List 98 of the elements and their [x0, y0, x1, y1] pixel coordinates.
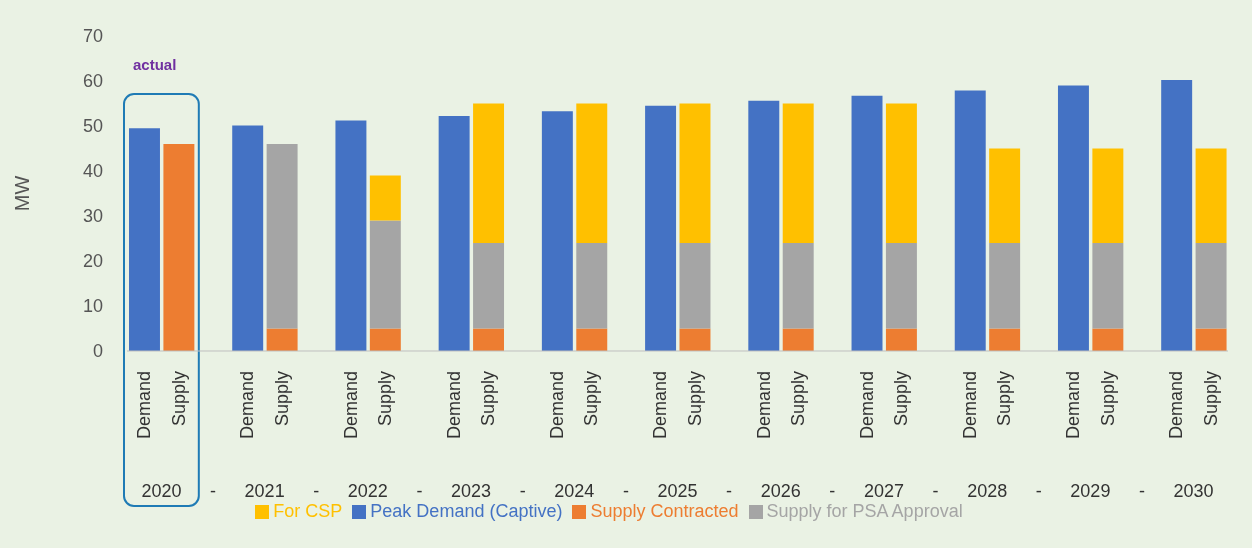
x-tick-label: Supply [581, 371, 602, 427]
text: - [1138, 481, 1145, 501]
text: 2027 [863, 481, 904, 501]
text: - [519, 481, 526, 501]
bar [679, 328, 711, 351]
bar [1092, 148, 1124, 243]
x-tick-label: Demand [1166, 371, 1187, 440]
y-tick-label: 10 [82, 296, 103, 317]
text: 2029 [1070, 481, 1111, 501]
bar [473, 103, 505, 243]
bar [851, 95, 883, 351]
bar [679, 103, 711, 243]
x-tick-label: Supply [1200, 371, 1221, 427]
x-tick-label: Supply [375, 371, 396, 427]
text: - [726, 481, 733, 501]
bar [369, 328, 401, 351]
text: 2023 [451, 481, 492, 501]
annotation: actual [133, 56, 177, 73]
x-tick-label: Demand [237, 371, 258, 440]
bar [335, 120, 367, 351]
x-tick-label: Supply [478, 371, 499, 427]
bar [954, 90, 986, 351]
bar [576, 103, 608, 243]
text: - [622, 481, 629, 501]
bar [1161, 80, 1193, 351]
bar [438, 116, 470, 351]
bar [266, 144, 298, 329]
text: - [829, 481, 836, 501]
x-tick-label: Supply [168, 371, 189, 427]
legend-label: Supply for PSA Approval [766, 501, 963, 521]
bar [782, 328, 814, 351]
bar [782, 103, 814, 243]
bar [782, 243, 814, 329]
legend-label: For CSP [273, 501, 343, 521]
x-tick-label: Supply [891, 371, 912, 427]
legend-label: Peak Demand (Captive) [370, 501, 563, 521]
y-tick-label: 20 [82, 251, 103, 272]
bar [1092, 328, 1124, 351]
bar [129, 128, 160, 351]
x-tick-label: Supply [684, 371, 705, 427]
y-tick-label: 60 [82, 71, 103, 92]
text: 2022 [347, 481, 388, 501]
bar [473, 328, 505, 351]
bar [679, 243, 711, 329]
text: - [1035, 481, 1042, 501]
text: 2028 [967, 481, 1008, 501]
bar [473, 243, 505, 329]
text: 2024 [554, 481, 595, 501]
y-tick-label: 0 [92, 341, 103, 362]
x-tick-label: Demand [650, 371, 671, 440]
bar [885, 103, 917, 243]
bar [541, 111, 573, 351]
y-axis-title: MW [11, 175, 34, 212]
x-tick-label: Demand [443, 371, 464, 440]
x-tick-label: Demand [856, 371, 877, 440]
y-tick-label: 40 [82, 161, 103, 182]
bar [369, 220, 401, 329]
x-tick-label: Supply [994, 371, 1015, 427]
bar [576, 243, 608, 329]
bar [989, 328, 1021, 351]
x-tick-label: Supply [271, 371, 292, 427]
bar [885, 243, 917, 329]
bar [748, 100, 780, 351]
y-tick-label: 50 [82, 116, 103, 137]
text: - [313, 481, 320, 501]
x-tick-label: Demand [753, 371, 774, 440]
x-tick-label: Supply [787, 371, 808, 427]
x-tick-label: Demand [1063, 371, 1084, 440]
bar [885, 328, 917, 351]
x-tick-label: Demand [959, 371, 980, 440]
bar [989, 148, 1021, 243]
text: - [416, 481, 423, 501]
bar [232, 125, 264, 351]
text: 2025 [657, 481, 698, 501]
text: - [932, 481, 939, 501]
bar [266, 328, 298, 351]
bar [989, 243, 1021, 329]
text: 2021 [244, 481, 285, 501]
x-tick-label: Demand [340, 371, 361, 440]
text: - [210, 481, 217, 501]
x-tick-label: Supply [1097, 371, 1118, 427]
bar [1195, 148, 1227, 243]
bar [645, 105, 677, 351]
text: 2030 [1173, 481, 1214, 501]
y-tick-label: 70 [82, 26, 103, 47]
x-tick-label: Demand [134, 371, 155, 440]
bar [1195, 243, 1227, 329]
x-tick-label: Demand [547, 371, 568, 440]
bar [1092, 243, 1124, 329]
y-tick-label: 30 [82, 206, 103, 227]
bar [1057, 85, 1089, 351]
bar [163, 144, 195, 351]
bar [576, 328, 608, 351]
text: 2020 [141, 481, 182, 501]
legend-label: Supply Contracted [590, 501, 739, 521]
bar [369, 175, 401, 221]
bar [1195, 328, 1227, 351]
text: 2026 [760, 481, 801, 501]
